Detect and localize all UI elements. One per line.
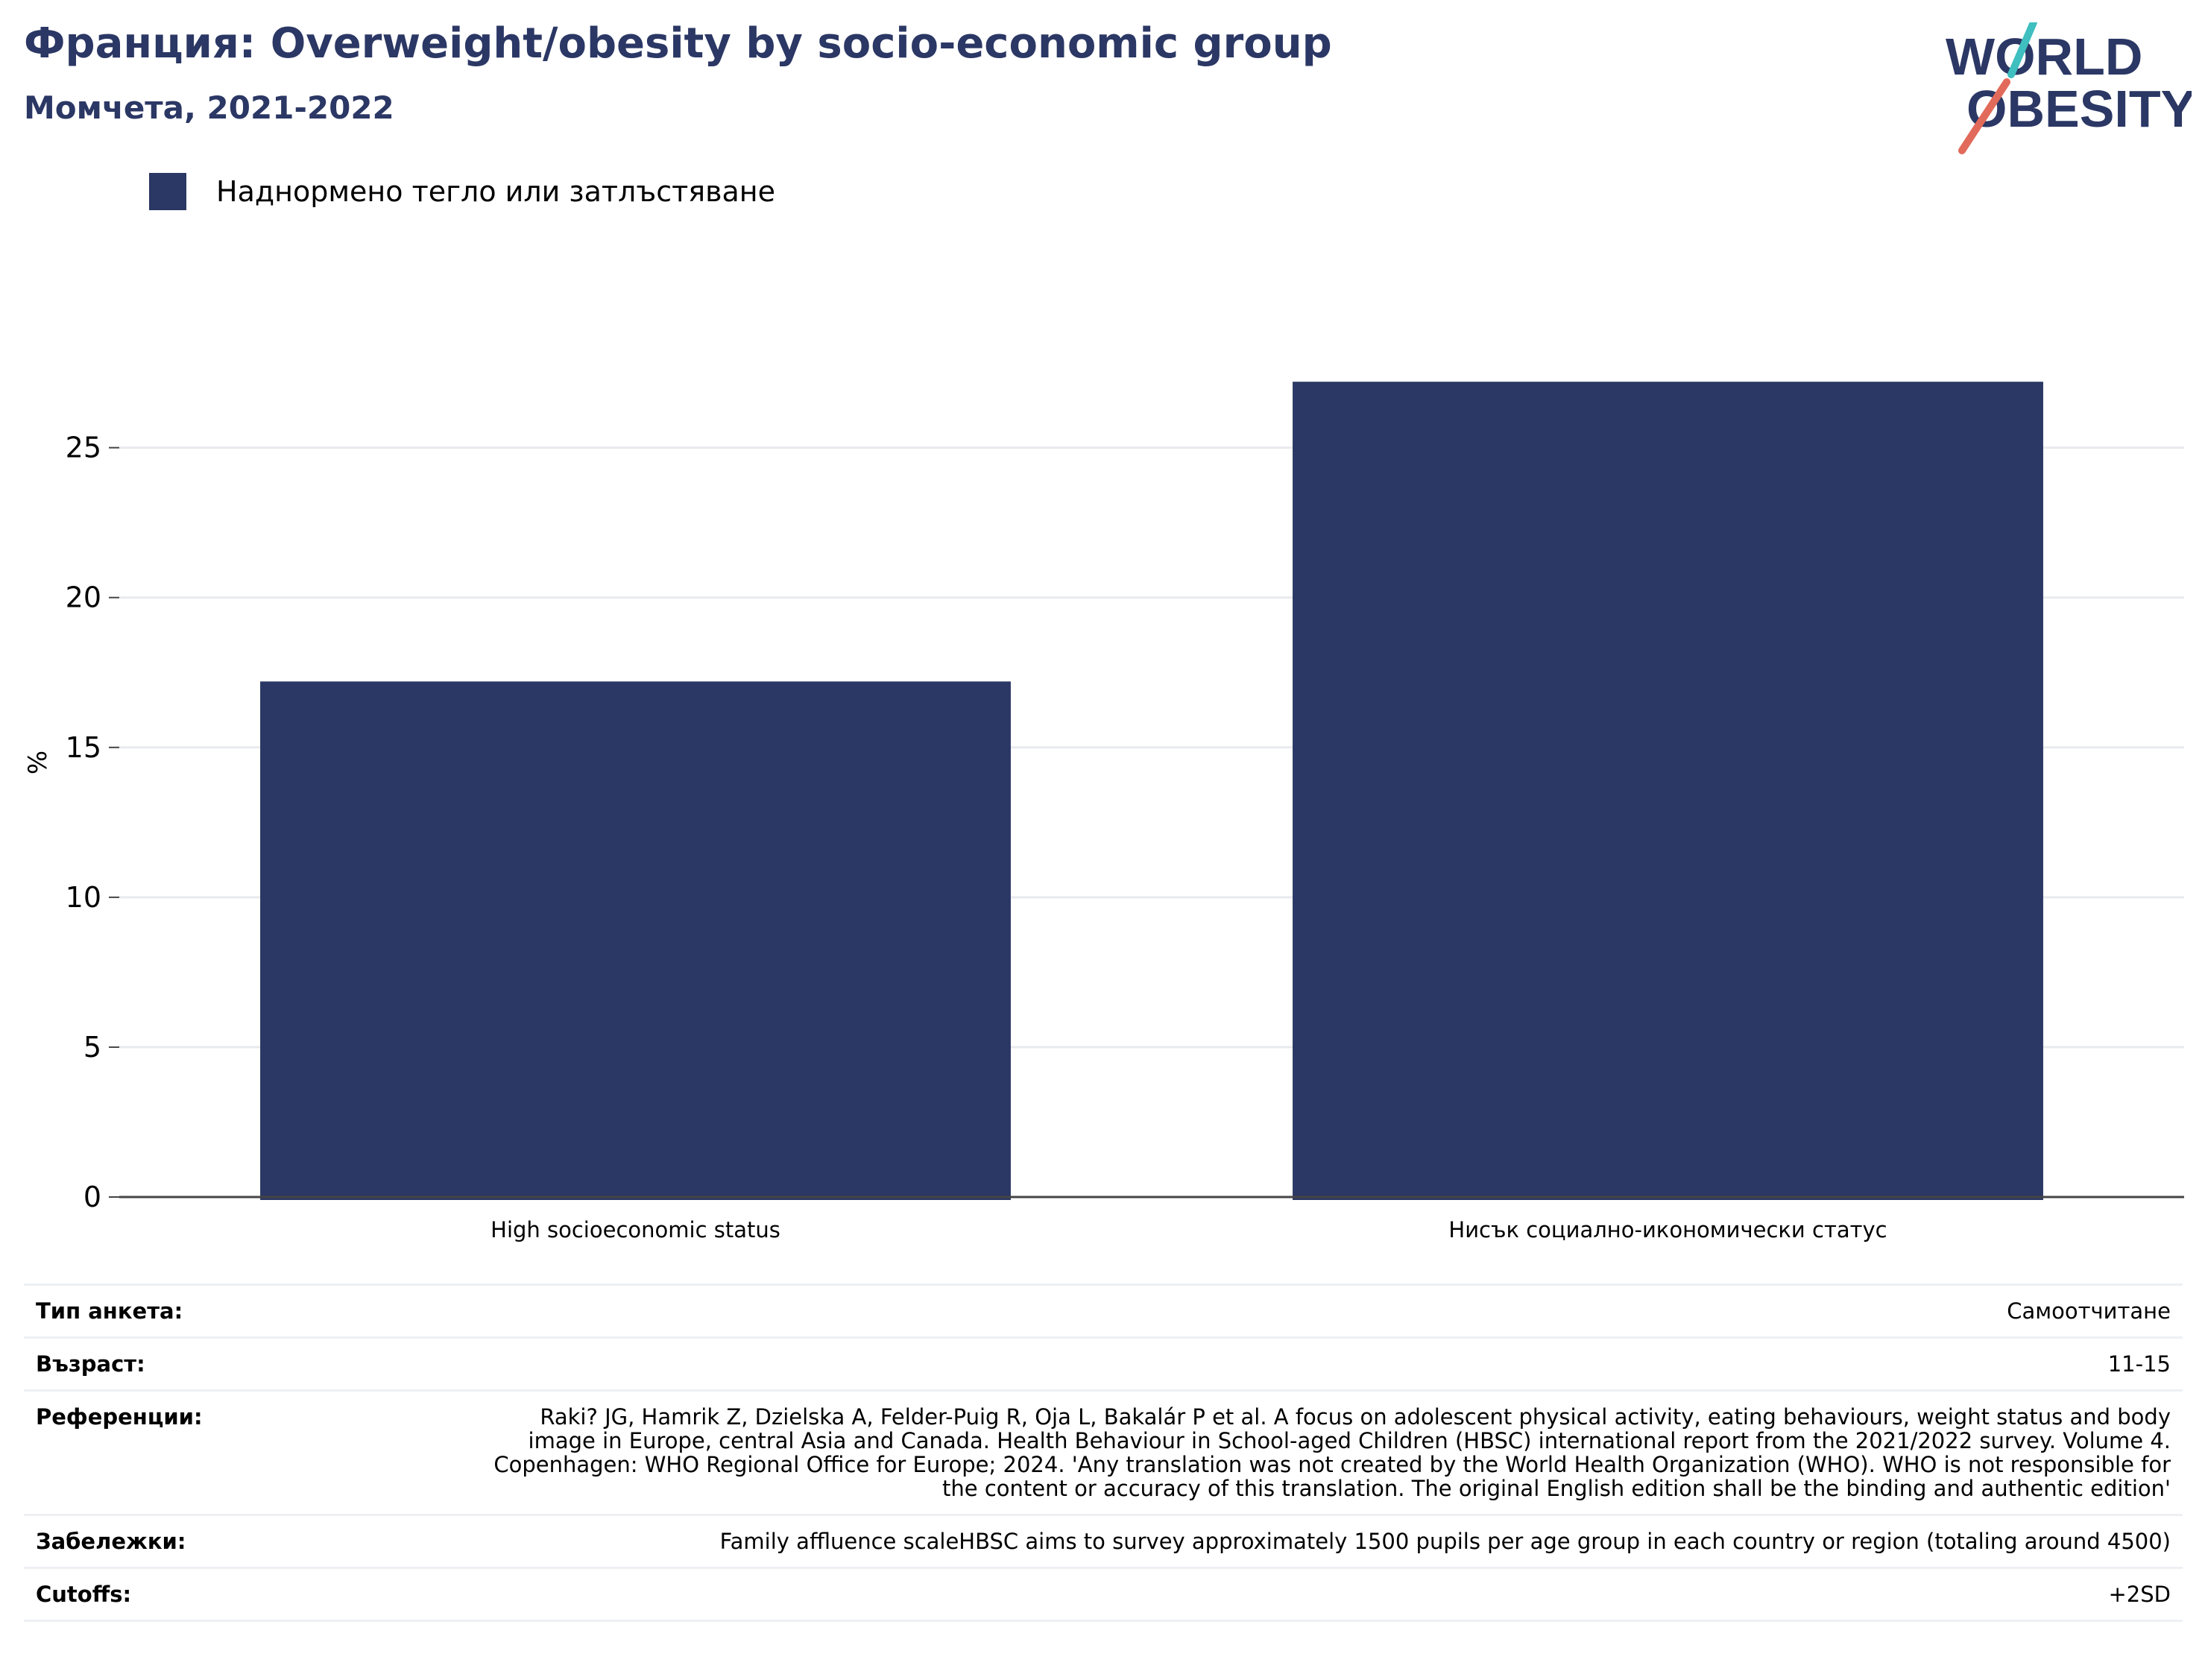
x-tick-label: High socioeconomic status (490, 1217, 780, 1242)
y-tick-label: 15 (66, 731, 101, 764)
legend-label: Наднормено тегло или затлъстяване (216, 175, 775, 208)
meta-value: +2SD (2108, 1582, 2171, 1607)
chart-title: Франция: Overweight/obesity by socio-eco… (24, 19, 1332, 68)
y-tick-label: 25 (66, 432, 101, 464)
meta-key: Референции: (36, 1404, 203, 1430)
y-tick-label: 10 (66, 881, 101, 914)
bar-chart: 0 5 10 15 20 25 High socioeconomic status Нисъ… (23, 382, 2184, 1242)
meta-row-references: Референции: Raki? JG, Hamrik Z, Dzielska… (24, 1390, 2183, 1515)
bars (260, 382, 2043, 1201)
x-tick-label: Нисък социално-икономически статус (1448, 1217, 1887, 1242)
meta-key: Тип анкета: (36, 1298, 183, 1324)
bar (1293, 382, 2043, 1201)
world-obesity-logo: WORLD OBESITY (1946, 22, 2192, 154)
chart-legend: Наднормено тегло или затлъстяване (149, 173, 775, 210)
meta-row-age: Възраст: 11-15 (24, 1337, 2183, 1391)
meta-row-survey-type: Тип анкета: Самоотчитане (24, 1284, 2183, 1338)
meta-value: Самоотчитане (2007, 1298, 2171, 1324)
legend-swatch (149, 173, 186, 210)
meta-key: Cutoffs: (36, 1582, 132, 1607)
meta-row-notes: Забележки: Family affluence scaleHBSC ai… (24, 1515, 2183, 1568)
x-axis-ticks: High socioeconomic status Нисък социално-… (490, 1217, 1887, 1242)
logo-text-world: WORLD (1946, 28, 2142, 86)
y-tick-label: 5 (83, 1031, 101, 1064)
meta-value: Family affluence scaleHBSC aims to surve… (719, 1529, 2171, 1554)
y-tick-label: 20 (66, 581, 101, 614)
meta-value: Raki? JG, Hamrik Z, Dzielska A, Felder-P… (493, 1404, 2171, 1501)
bar (260, 681, 1011, 1200)
metadata-table: Тип анкета: Самоотчитане Възраст: 11-15 … (24, 1283, 2183, 1622)
y-axis-ticks: 0 5 10 15 20 25 (66, 432, 119, 1213)
logo-slash-top (2007, 22, 2037, 78)
y-axis-label: % (23, 751, 53, 774)
meta-value: 11-15 (2107, 1351, 2171, 1377)
logo-slash-bottom (1958, 78, 2010, 154)
meta-key: Забележки: (36, 1529, 186, 1554)
meta-key: Възраст: (36, 1351, 145, 1377)
meta-row-cutoffs: Cutoffs: +2SD (24, 1567, 2183, 1621)
y-tick-label: 0 (83, 1181, 101, 1213)
chart-subtitle: Момчета, 2021-2022 (24, 89, 394, 126)
